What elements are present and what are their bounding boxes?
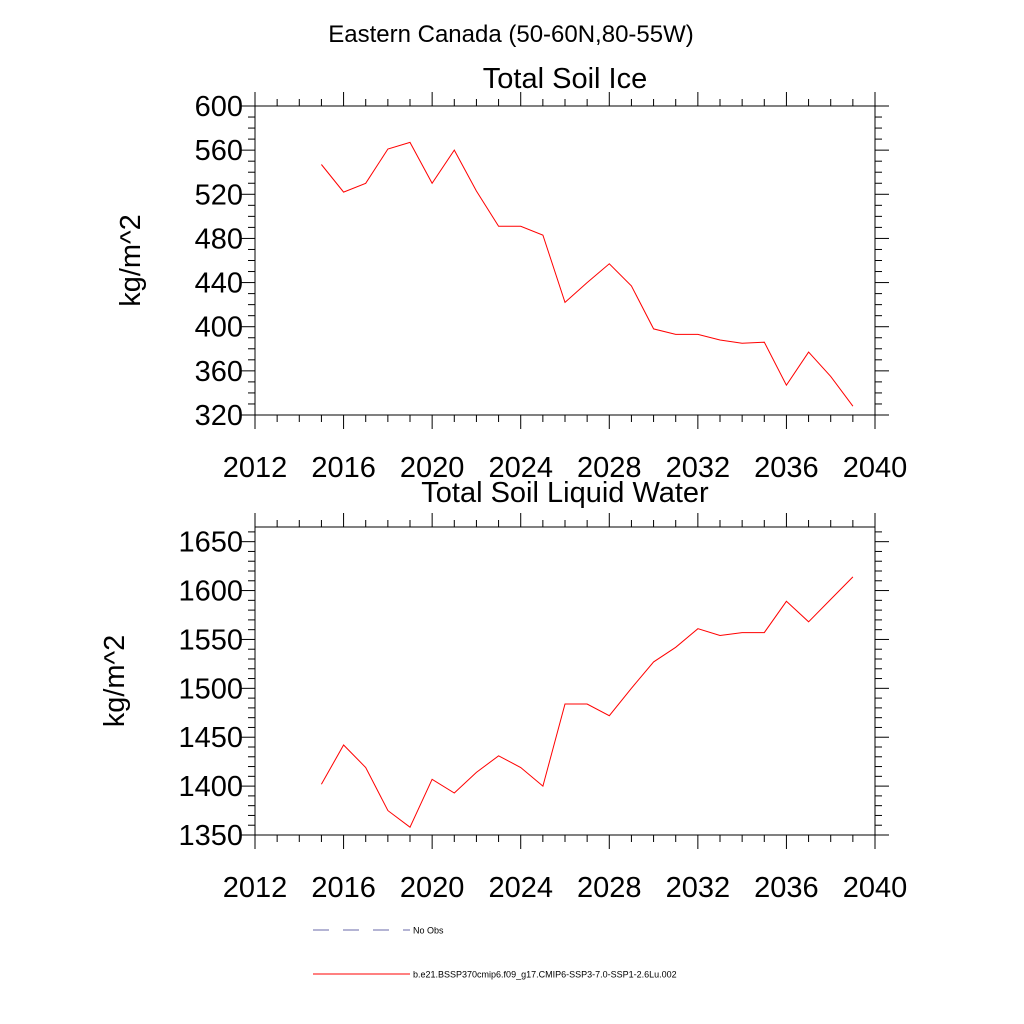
y-tick-label: 320 bbox=[195, 400, 243, 432]
y-tick-label: 1350 bbox=[178, 820, 243, 852]
legend: No Obs b.e21.BSSP370cmip6.f09_g17.CMIP6-S… bbox=[313, 926, 677, 980]
x-tick-label: 2032 bbox=[666, 872, 731, 904]
chart-panel-soil-liquid-water: Total Soil Liquid Water kg/m^2 2012 2016 202… bbox=[99, 477, 907, 904]
y-tick-label: 1450 bbox=[178, 722, 243, 754]
y-tick-label: 400 bbox=[195, 312, 243, 344]
y-tick-label: 1550 bbox=[178, 624, 243, 656]
x-tick-label: 2012 bbox=[223, 872, 288, 904]
figure-title: Eastern Canada (50-60N,80-55W) bbox=[328, 21, 694, 48]
x-tick-label: 2012 bbox=[223, 452, 288, 484]
x-tick-label: 2040 bbox=[843, 872, 908, 904]
x-tick-label: 2036 bbox=[754, 452, 819, 484]
series-line bbox=[321, 141, 854, 407]
y-tick-label: 1600 bbox=[178, 576, 243, 608]
legend-label: No Obs bbox=[413, 926, 444, 936]
legend-label: b.e21.BSSP370cmip6.f09_g17.CMIP6-SSP3-7.… bbox=[413, 970, 677, 980]
x-tick-label: 2020 bbox=[400, 872, 465, 904]
x-tick-label: 2024 bbox=[488, 452, 553, 484]
series-line bbox=[320, 576, 854, 828]
x-tick-label: 2032 bbox=[666, 452, 731, 484]
chart-title: Total Soil Ice bbox=[483, 63, 647, 95]
y-tick-label: 1400 bbox=[178, 771, 243, 803]
plot-frame bbox=[254, 105, 876, 416]
x-tick-label: 2028 bbox=[577, 452, 642, 484]
x-tick-label: 2020 bbox=[400, 452, 465, 484]
y-tick-label: 440 bbox=[195, 268, 243, 300]
y-axis-label: kg/m^2 bbox=[115, 214, 147, 307]
x-tick-label: 2036 bbox=[754, 872, 819, 904]
y-tick-label: 1500 bbox=[178, 673, 243, 705]
y-tick-label: 600 bbox=[195, 91, 243, 123]
plot-frame bbox=[254, 526, 876, 836]
y-tick-label: 480 bbox=[195, 223, 243, 255]
x-tick-label: 2028 bbox=[577, 872, 642, 904]
y-axis-label: kg/m^2 bbox=[99, 635, 131, 728]
y-tick-label: 520 bbox=[195, 179, 243, 211]
chart-panel-soil-ice: Total Soil Ice kg/m^2 2012 2016 2020 2024 2028… bbox=[115, 63, 907, 484]
x-tick-label: 2016 bbox=[311, 872, 376, 904]
chart-title: Total Soil Liquid Water bbox=[421, 477, 709, 509]
x-tick-label: 2024 bbox=[488, 872, 553, 904]
x-tick-label: 2016 bbox=[311, 452, 376, 484]
y-tick-label: 1650 bbox=[178, 527, 243, 559]
x-tick-label: 2040 bbox=[843, 452, 908, 484]
y-tick-label: 560 bbox=[195, 135, 243, 167]
y-tick-label: 360 bbox=[195, 356, 243, 388]
